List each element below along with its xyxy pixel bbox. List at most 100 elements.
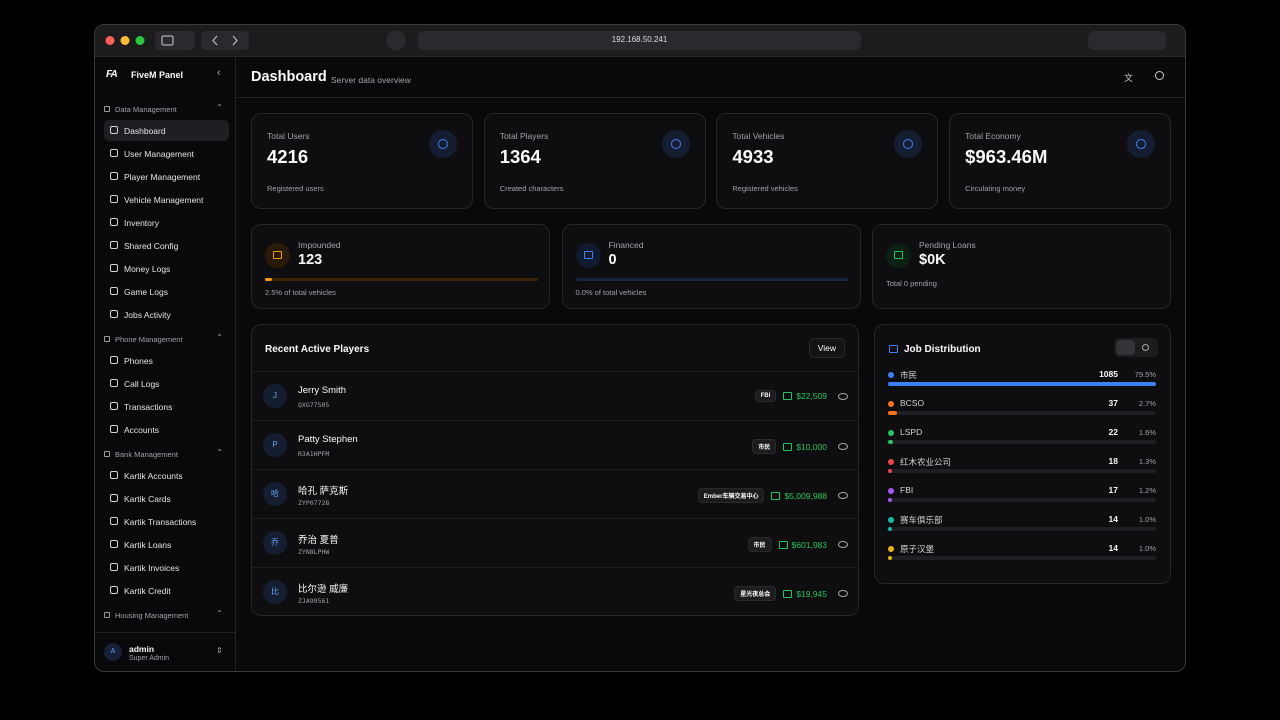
player-id: ZYP07728 (298, 499, 330, 507)
nav-icon (110, 126, 118, 134)
money-icon (771, 491, 781, 500)
translate-btn[interactable]: 文 (1124, 73, 1134, 83)
nav-icon (110, 195, 118, 203)
chevron: ⌃ (216, 448, 223, 457)
view-button[interactable]: View (808, 338, 845, 358)
player-row[interactable]: 哈哈孔 萨克斯 ZYP07728 Ember车辆交易中心 $5,009,988 (252, 469, 858, 518)
theme-btn[interactable] (1155, 71, 1164, 80)
nav-item[interactable]: Jobs Activity (95, 303, 235, 326)
nav-icon (110, 517, 118, 525)
nav-item[interactable]: Accounts (95, 418, 235, 441)
status-glyph (894, 251, 903, 259)
money: $5,009,988 (784, 490, 827, 501)
chevron: ⌃ (216, 333, 223, 342)
nav-item[interactable]: QBX Properties (95, 625, 235, 632)
player-avatar: 哈 (263, 482, 287, 506)
nav-label: User Management (124, 149, 194, 159)
view-icon[interactable] (838, 590, 848, 597)
stat-label: Total Users (267, 131, 310, 141)
player-avatar: 比 (263, 580, 287, 604)
view-icon[interactable] (838, 492, 848, 499)
job-name: 原子汉堡 (900, 544, 935, 554)
nav-item[interactable]: Call Logs (95, 372, 235, 395)
player-row[interactable]: P Patty Stephen R3A1HPFM 市民 $10,000 (252, 420, 858, 469)
job-count: 17 (1108, 485, 1118, 495)
group-header[interactable]: Bank Management ⌃ (95, 445, 235, 464)
nav-item[interactable]: Kartik Invoices (95, 556, 235, 579)
nav-item[interactable]: Vehicle Management (95, 188, 235, 211)
nav-item[interactable]: Kartik Credit (95, 579, 235, 602)
player-name: Patty Stephen (298, 434, 358, 445)
nav-label: Kartik Transactions (124, 517, 197, 527)
nav-item[interactable]: Shared Config (95, 234, 235, 257)
status-label: Pending Loans (919, 240, 976, 250)
nav-item[interactable]: Inventory (95, 211, 235, 234)
stat-note: Registered vehicles (732, 184, 798, 193)
nav-label: Player Management (124, 172, 201, 182)
job-count: 14 (1108, 514, 1118, 524)
stat-value: 4216 (267, 146, 309, 167)
pie-view-btn[interactable] (1142, 344, 1149, 351)
job-name: 市民 (900, 370, 918, 380)
nav-item[interactable]: Kartik Accounts (95, 464, 235, 487)
status-card: Impounded 123 2.5% of total vehicles (251, 224, 550, 309)
view-icon[interactable] (838, 443, 848, 450)
sidebar-border (235, 57, 236, 671)
player-name: Jerry Smith (298, 385, 347, 396)
group-icon (104, 336, 110, 342)
bar-view-btn[interactable] (1116, 340, 1135, 355)
player-row[interactable]: J Jerry Smith QXG77505 FBI $22,509 (252, 371, 858, 420)
player-name: 乔治 夏普 (298, 535, 339, 546)
player-row[interactable]: 乔乔治 夏普 ZYN8LPHW 市民 $601,983 (252, 518, 858, 567)
player-row[interactable]: 比比尔逊 威廉 ZJA99561 星光夜总会 $19,945 (252, 567, 858, 616)
nav-label: Vehicle Management (124, 195, 204, 205)
player-meta: FBI $22,509 (754, 390, 848, 402)
nav-item[interactable]: Kartik Cards (95, 487, 235, 510)
progress-track (265, 278, 538, 281)
nav-label: Phones (124, 356, 153, 366)
nav-item[interactable]: Kartik Transactions (95, 510, 235, 533)
header-border (236, 97, 1185, 98)
status-value: $0K (919, 252, 946, 268)
player-id: ZJA99561 (298, 597, 330, 605)
job-dot (888, 430, 894, 436)
job-track (888, 498, 1156, 502)
player-avatar: J (263, 384, 287, 408)
group-header[interactable]: Phone Management ⌃ (95, 330, 235, 349)
job-count: 1085 (1099, 369, 1118, 379)
job-share: 79.5% (1134, 370, 1156, 379)
user-name: admin (129, 644, 155, 654)
job-bar (888, 411, 898, 415)
job-share: 1.3% (1138, 457, 1156, 466)
view-icon[interactable] (838, 392, 848, 400)
nav-item[interactable]: Phones (95, 349, 235, 372)
nav-icon (110, 471, 118, 479)
page-subtitle: Server data overview (331, 75, 411, 85)
logo: FA (106, 69, 118, 80)
url[interactable]: 192.168.50.241 (611, 35, 668, 44)
stat-glyph (670, 139, 681, 149)
money: $10,000 (796, 441, 827, 452)
job-badge: 市民 (747, 537, 772, 552)
nav-label: Jobs Activity (124, 310, 171, 320)
job-count: 14 (1108, 543, 1118, 553)
money-icon (783, 392, 793, 400)
group-header[interactable]: Data Management ⌃ (95, 100, 235, 119)
group-header[interactable]: Housing Management ⌃ (95, 606, 235, 625)
stat-note: Registered users (267, 184, 324, 193)
nav-item[interactable]: Transactions (95, 395, 235, 418)
nav-item[interactable]: User Management (95, 142, 235, 165)
nav-item[interactable]: Player Management (95, 165, 235, 188)
nav-item[interactable]: Dashboard (95, 119, 235, 142)
jobs-panel: Job Distribution 市民 1085 79.5% BCSO 37 2.7% LSP… (874, 324, 1171, 584)
player-meta: 市民 $601,983 (747, 537, 848, 552)
nav-item[interactable]: Money Logs (95, 257, 235, 280)
nav-item[interactable]: Kartik Loans (95, 533, 235, 556)
group-icon (104, 451, 110, 457)
user-menu[interactable]: ⇕ (216, 646, 223, 655)
view-icon[interactable] (838, 541, 848, 548)
nav-item[interactable]: Game Logs (95, 280, 235, 303)
money: $19,945 (796, 588, 827, 599)
nav-icon (110, 540, 118, 548)
collapse: ‹ (217, 67, 221, 79)
